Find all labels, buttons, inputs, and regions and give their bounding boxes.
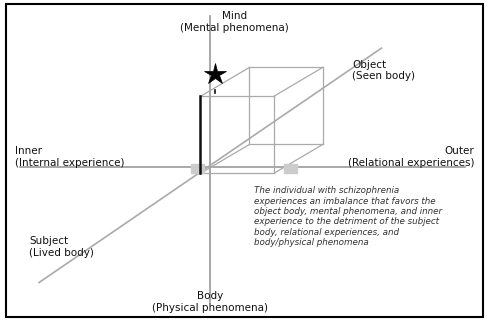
Bar — [283, 164, 297, 173]
Text: The individual with schizophrenia
experiences an imbalance that favors the
objec: The individual with schizophrenia experi… — [254, 186, 442, 247]
Text: Outer
(Relational experiences): Outer (Relational experiences) — [347, 146, 473, 168]
Bar — [190, 164, 204, 173]
Text: Mind
(Mental phenomena): Mind (Mental phenomena) — [180, 11, 288, 33]
Text: Inner
(Internal experience): Inner (Internal experience) — [15, 146, 124, 168]
Text: Subject
(Lived body): Subject (Lived body) — [29, 236, 94, 258]
Text: Object
(Seen body): Object (Seen body) — [351, 60, 414, 82]
Text: Body
(Physical phenomena): Body (Physical phenomena) — [152, 291, 268, 313]
